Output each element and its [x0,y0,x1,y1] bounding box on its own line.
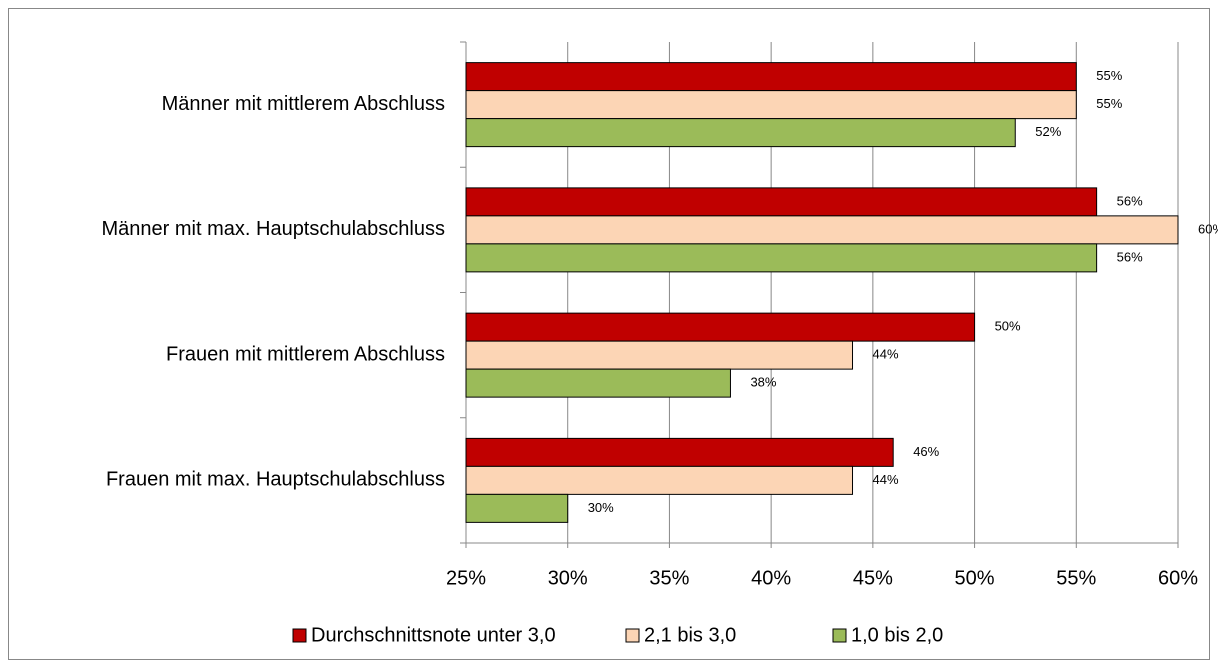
bar [465,465,854,495]
value-label: 56% [1117,249,1143,264]
bar [465,215,1179,245]
value-label: 30% [588,500,614,515]
x-tick-label: 50% [955,567,995,589]
x-tick-label: 45% [853,567,893,589]
legend-swatch [832,628,847,643]
bar [465,368,731,398]
x-tick-label: 35% [649,567,689,589]
y-tick-label: Frauen mit max. Hauptschulabschluss [106,469,445,491]
x-tick-label: 40% [751,567,791,589]
legend-label: 1,0 bis 2,0 [851,624,943,646]
value-label: 56% [1117,193,1143,208]
legend-label: 2,1 bis 3,0 [644,624,736,646]
bar [465,493,569,523]
y-tick-label: Männer mit max. Hauptschulabschluss [102,218,445,240]
bar [465,243,1098,273]
bar [465,312,976,342]
value-label: 55% [1096,68,1122,83]
value-label: 44% [873,347,899,362]
legend-swatch [292,628,307,643]
x-tick-label: 30% [548,567,588,589]
value-label: 55% [1096,96,1122,111]
value-label: 50% [995,319,1021,334]
bar [465,90,1077,120]
bar [465,340,854,370]
bar [465,437,894,467]
value-label: 44% [873,472,899,487]
value-label: 52% [1035,124,1061,139]
x-tick-label: 25% [446,567,486,589]
value-label: 60% [1198,221,1218,236]
x-tick-label: 55% [1056,567,1096,589]
value-label: 46% [913,444,939,459]
bar [465,187,1098,217]
bar [465,62,1077,92]
x-tick-label: 60% [1158,567,1198,589]
legend-swatch [625,628,640,643]
value-label: 38% [750,375,776,390]
y-tick-label: Frauen mit mittlerem Abschluss [166,343,445,365]
y-tick-label: Männer mit mittlerem Abschluss [162,93,445,115]
legend-label: Durchschnittsnote unter 3,0 [311,624,556,646]
bar [465,118,1016,148]
